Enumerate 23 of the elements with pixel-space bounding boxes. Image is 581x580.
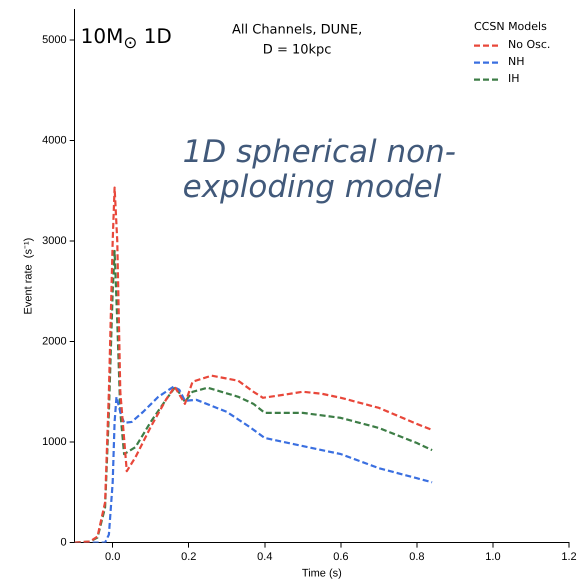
x-tick-label: 0.0 bbox=[105, 551, 120, 564]
text: D = 10kpc bbox=[262, 42, 332, 58]
x-tick-label: 1.0 bbox=[485, 551, 501, 564]
x-tick-label: 1.2 bbox=[561, 551, 577, 564]
x-axis-title: Time (s) bbox=[302, 567, 342, 580]
legend-label: IH bbox=[508, 72, 520, 85]
y-tick-label: 5000 bbox=[42, 34, 67, 46]
legend-label: No Osc. bbox=[508, 38, 550, 51]
x-tick-label: 0.2 bbox=[181, 551, 196, 564]
y-tick-label: 2000 bbox=[42, 336, 67, 348]
x-tick-label: 0.6 bbox=[333, 551, 348, 564]
legend-title: CCSN Models bbox=[474, 20, 548, 33]
y-tick-label: 0 bbox=[60, 536, 67, 549]
legend-label: NH bbox=[508, 54, 524, 68]
x-tick-label: 0.8 bbox=[409, 551, 425, 564]
annotation: 10M$_{⊙}$ 1D bbox=[80, 24, 172, 52]
y-tick-label: 4000 bbox=[42, 134, 67, 146]
y-tick-label: 1000 bbox=[42, 436, 67, 448]
annotation: 1D spherical non-exploding model bbox=[182, 134, 457, 206]
y-tick-label: 3000 bbox=[42, 234, 67, 247]
text: All Channels, DUNE, bbox=[232, 22, 362, 38]
y-axis-title: Event rate (s⁻¹) bbox=[22, 238, 35, 314]
x-tick-label: 0.4 bbox=[257, 551, 272, 564]
